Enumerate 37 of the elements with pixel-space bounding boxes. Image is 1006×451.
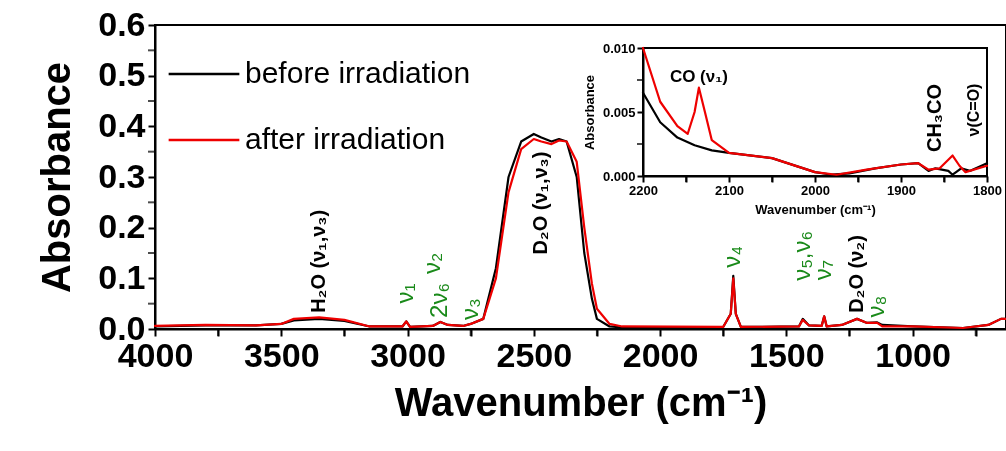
x-tick-label: 2100 [715,182,744,198]
x-axis-title: Wavenumber (cm⁻¹) [755,201,876,217]
annotation: CH₃CO [923,83,945,153]
x-tick-label: 2500 [496,335,573,374]
y-tick-label: 0.5 [98,55,146,94]
x-tick-label: 2000 [801,182,830,198]
x-tick-label: 1000 [875,335,951,374]
annotation: H₂O (ν₁,ν₃) [307,209,330,313]
annotation: 2ν₆ [425,282,453,318]
annotation: D₂O (ν₁,ν₃) [529,151,552,255]
x-tick-label: 2200 [629,182,658,198]
y-axis-title: Absorbance [34,61,79,294]
x-tick-label: 1900 [887,182,916,198]
x-tick-label: 2000 [622,335,699,374]
y-tick-label: 0.000 [602,168,636,184]
y-axis-title: Absorbance [581,74,597,151]
x-tick-label: 3000 [370,335,446,374]
annotation: ν(C=O) [965,83,982,137]
legend-label: after irradiation [245,122,446,155]
y-tick-label: 0.3 [98,156,146,195]
annotation: ν₂ [417,252,445,274]
y-tick-label: 0.6 [98,4,146,43]
annotation: ν₄ [718,246,746,268]
x-tick-label: 3500 [243,335,320,374]
annotation: CO (ν₁) [669,66,728,86]
y-tick-label: 0.010 [602,40,636,56]
y-tick-label: 0.1 [98,257,146,296]
x-tick-label: 1500 [748,335,825,374]
annotation: ν₃ [455,298,483,320]
y-tick-label: 0.005 [602,104,636,120]
x-axis-title: Wavenumber (cm⁻¹) [394,379,768,424]
legend-label: before irradiation [245,56,471,89]
y-tick-label: 0.2 [98,207,146,246]
y-tick-label: 0.4 [98,105,146,144]
annotation: ν₁ [391,283,419,304]
annotation: D₂O (ν₂) [845,235,868,313]
x-tick-label: 1800 [973,182,1002,198]
